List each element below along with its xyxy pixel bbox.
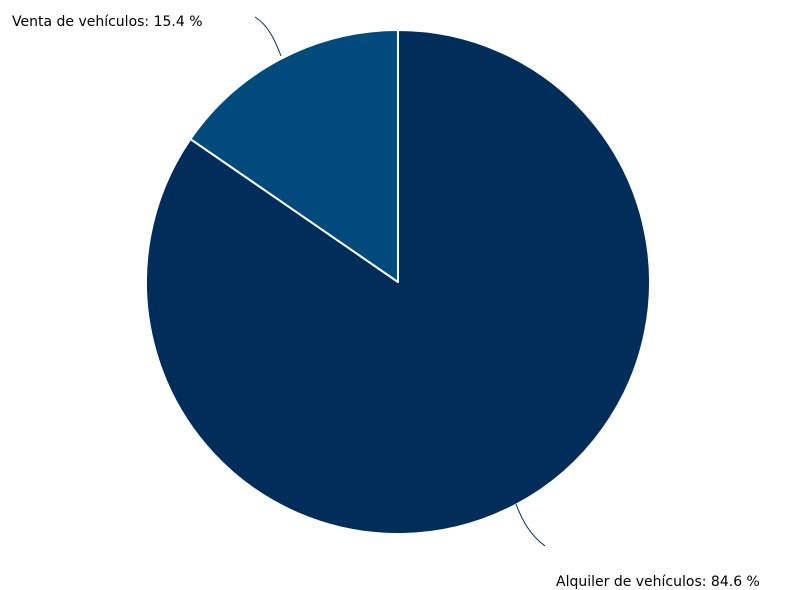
data-label-alquiler: Alquiler de vehículos: 84.6 %: [556, 574, 760, 590]
data-label-venta: Venta de vehículos: 15.4 %: [12, 14, 203, 30]
connector-venta: [254, 16, 282, 57]
connector-alquiler: [515, 503, 546, 547]
data-labels: Alquiler de vehículos: 84.6 % Venta de v…: [12, 14, 760, 590]
pie-slice-venta: [189, 29, 399, 283]
label-connectors: [254, 16, 546, 547]
pie-slices: [145, 29, 651, 535]
